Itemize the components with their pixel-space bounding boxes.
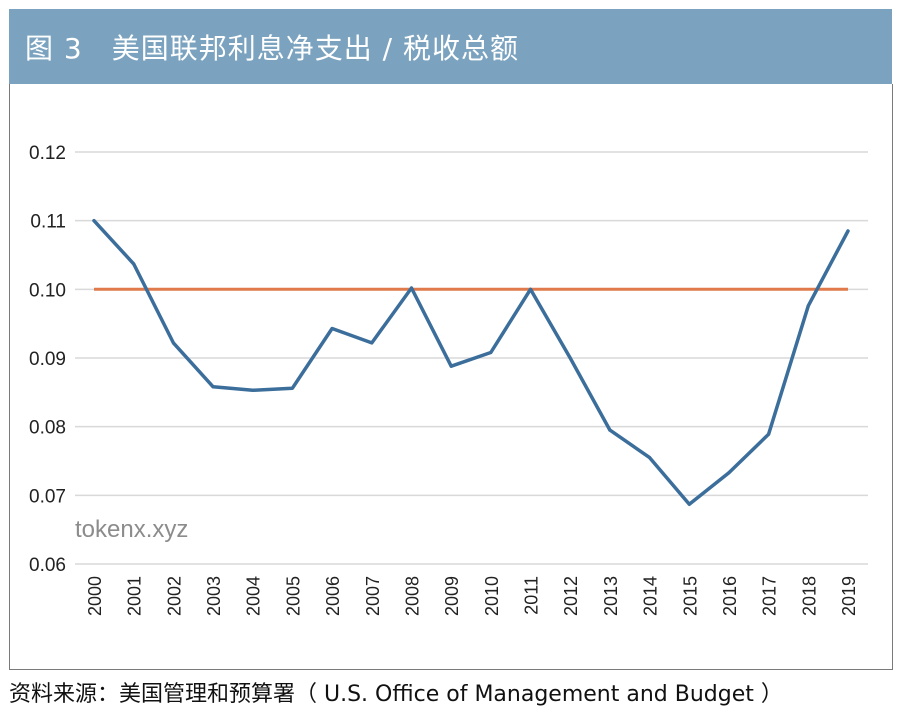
data-point-2012 (568, 356, 572, 360)
watermark: tokenx.xyz (75, 516, 189, 543)
x-tick-label: 2014 (641, 576, 661, 616)
data-point-2017 (767, 432, 771, 436)
y-tick-label: 0.11 (30, 212, 66, 233)
y-tick-label: 0.10 (29, 280, 66, 301)
data-point-2010 (489, 351, 493, 355)
data-point-2007 (370, 341, 374, 345)
data-point-2005 (290, 386, 294, 390)
source-note: 资料来源：美国管理和预算署（ U.S. Office of Management… (9, 682, 783, 707)
data-point-2004 (251, 388, 255, 392)
y-tick-label: 0.07 (29, 486, 66, 507)
y-tick-label: 0.12 (29, 143, 66, 164)
x-tick-label: 2007 (363, 576, 383, 616)
data-point-2018 (806, 304, 810, 308)
x-tick-label: 2008 (402, 576, 422, 616)
data-point-2013 (608, 428, 612, 432)
x-tick-label: 2013 (601, 576, 621, 616)
y-axis: 0.06 0.07 0.08 0.09 0.10 0.11 0.12 (29, 143, 66, 576)
x-tick-label: 2004 (244, 576, 264, 616)
x-tick-label: 2003 (204, 576, 224, 616)
data-point-2019 (846, 229, 850, 233)
data-point-2002 (171, 341, 175, 345)
data-point-2016 (727, 471, 731, 475)
data-point-2001 (132, 262, 136, 266)
y-tick-label: 0.09 (29, 349, 66, 370)
data-point-2014 (648, 456, 652, 460)
x-tick-label: 2019 (839, 576, 859, 616)
x-tick-label: 2015 (680, 576, 700, 616)
x-tick-label: 2002 (164, 576, 184, 616)
x-tick-label: 2018 (799, 576, 819, 616)
chart-panel (9, 84, 893, 670)
x-tick-label: 2010 (482, 576, 502, 616)
data-point-2009 (449, 364, 453, 368)
x-tick-label: 2017 (760, 576, 780, 616)
series-line (92, 218, 850, 507)
data-point-2006 (330, 326, 334, 330)
y-tick-label: 0.08 (29, 418, 66, 439)
x-tick-label: 2001 (125, 576, 145, 616)
x-tick-label: 2011 (522, 576, 542, 615)
data-point-2000 (92, 219, 96, 223)
x-tick-label: 2012 (561, 576, 581, 616)
x-tick-label: 2006 (323, 576, 343, 616)
data-point-2008 (409, 286, 413, 290)
series-layer (92, 218, 850, 507)
data-point-2011 (529, 287, 533, 291)
x-axis: 2000 2001 2002 2003 2004 2005 2006 2007 2008 2009… (85, 576, 859, 616)
x-tick-label: 2000 (85, 576, 105, 616)
chart-header: 图 3 美国联邦利息净支出 / 税收总额 (9, 9, 892, 84)
x-tick-label: 2005 (283, 576, 303, 616)
x-tick-label: 2009 (442, 576, 462, 616)
x-tick-label: 2016 (720, 576, 740, 616)
data-point-2015 (687, 502, 691, 506)
y-tick-label: 0.06 (29, 555, 66, 576)
chart-title: 图 3 美国联邦利息净支出 / 税收总额 (25, 32, 519, 65)
data-point-2003 (211, 385, 215, 389)
